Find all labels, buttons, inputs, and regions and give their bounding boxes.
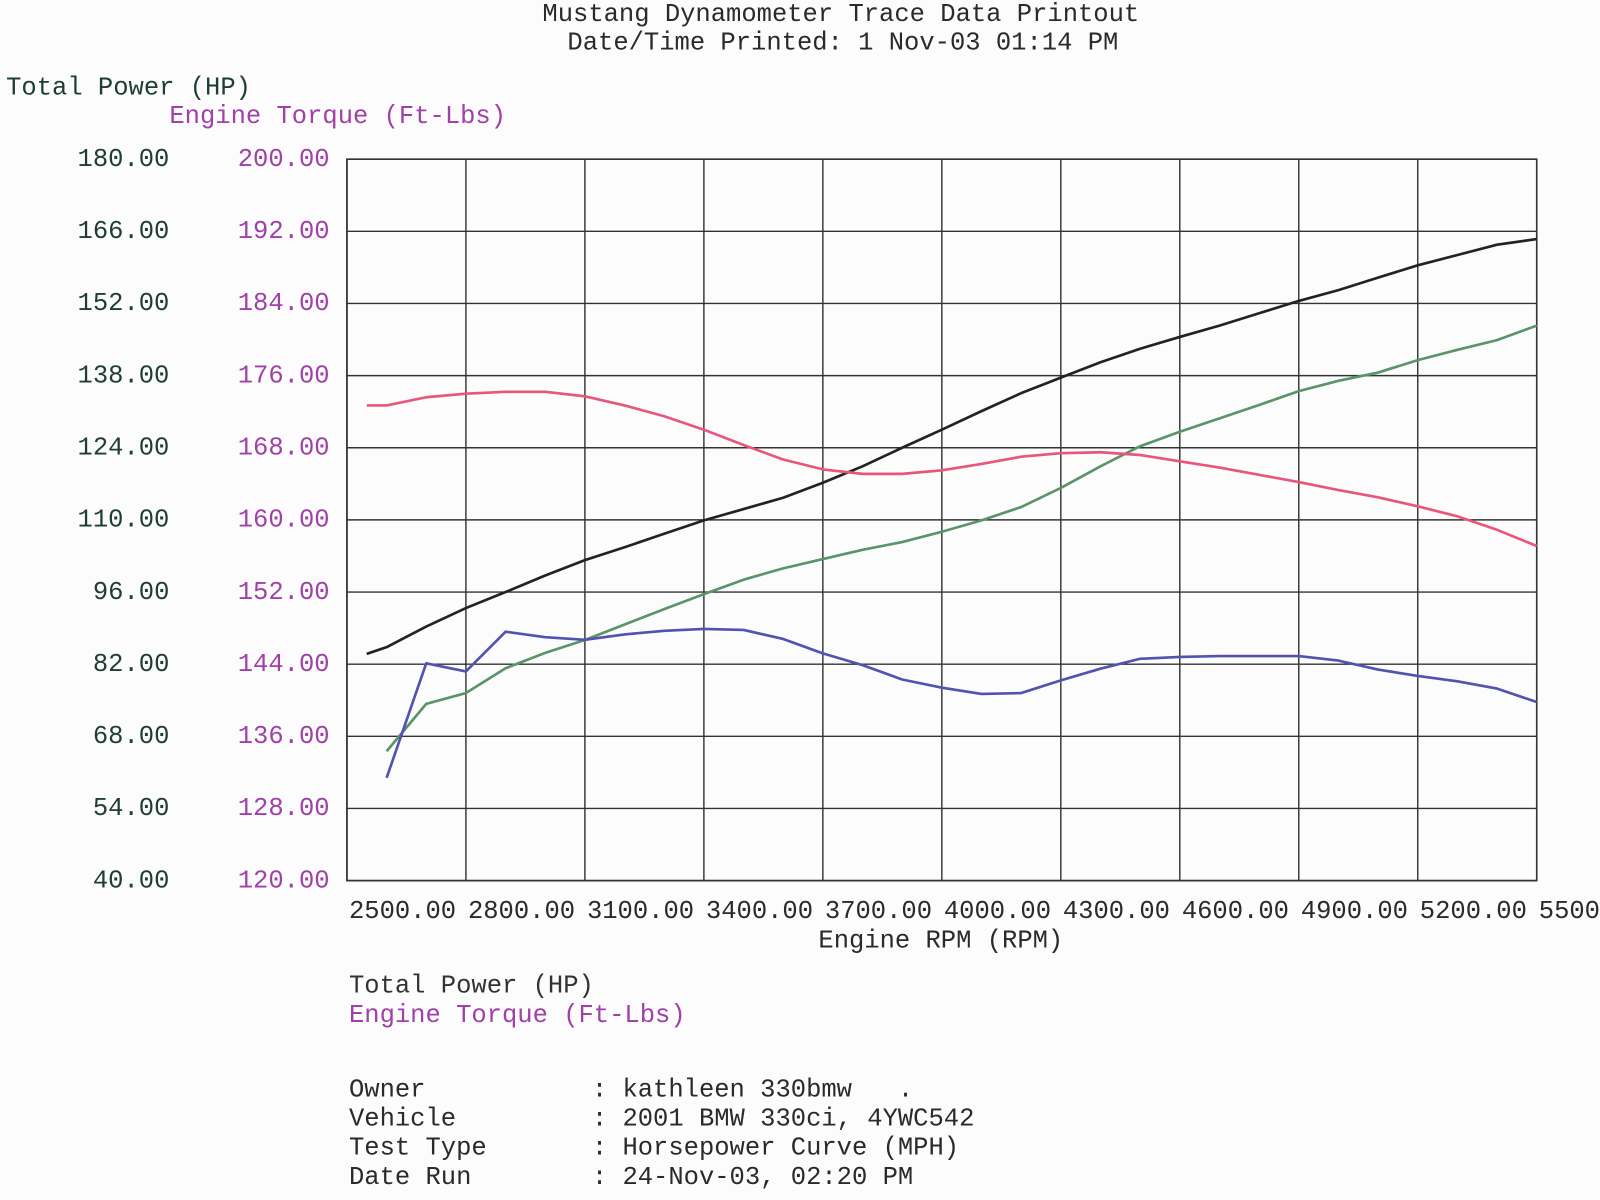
legend: Total Power (HP)Engine Torque (Ft-Lbs) xyxy=(349,971,686,1030)
y2-tick-label: 152.00 xyxy=(238,578,330,607)
info-value: kathleen 330bmw . xyxy=(622,1076,913,1105)
x-tick-label: 4900.00 xyxy=(1301,897,1408,926)
info-label: Owner xyxy=(349,1076,426,1105)
x-tick-label: 3700.00 xyxy=(825,897,932,926)
info-table: Owner: kathleen 330bmw . Vehicle:2001 BMW … xyxy=(349,1076,974,1192)
x-tick-label: 4600.00 xyxy=(1182,897,1289,926)
y-tick-label: 138.00 xyxy=(78,361,170,390)
y-tick-label: 54.00 xyxy=(93,794,170,823)
y-tick-label: 180.00 xyxy=(78,145,170,174)
y2-tick-label: 192.00 xyxy=(238,217,330,246)
info-label: Test Type xyxy=(349,1134,487,1163)
chart-subtitle: Date/Time Printed: 1 Nov-03 01:14 PM xyxy=(567,29,1118,58)
info-colon: : xyxy=(592,1163,607,1192)
info-value: Horsepower Curve (MPH) xyxy=(622,1134,959,1163)
y2-tick-label: 136.00 xyxy=(238,722,330,751)
x-tick-label: 2500.00 xyxy=(349,897,456,926)
info-colon: : xyxy=(592,1134,607,1163)
y-tick-label: 68.00 xyxy=(93,722,170,751)
y2-tick-label: 144.00 xyxy=(238,650,330,679)
y2-tick-label: 168.00 xyxy=(238,433,330,462)
x-tick-label: 5200.00 xyxy=(1420,897,1527,926)
legend-entry: Engine Torque (Ft-Lbs) xyxy=(349,1001,686,1030)
y-tick-label: 124.00 xyxy=(78,433,170,462)
y2-tick-label: 176.00 xyxy=(238,361,330,390)
x-tick-label: 4300.00 xyxy=(1063,897,1170,926)
info-value: 2001 BMW 330ci, 4YWC542 xyxy=(622,1105,974,1134)
y-tick-label: 166.00 xyxy=(78,217,170,246)
y-tick-label: 82.00 xyxy=(93,650,170,679)
series-line xyxy=(385,627,1538,779)
series-line xyxy=(366,390,1538,548)
chart-title: Mustang Dynamometer Trace Data Printout xyxy=(542,0,1139,29)
series-line xyxy=(385,324,1538,753)
x-tick-label: 3400.00 xyxy=(706,897,813,926)
info-colon: : xyxy=(592,1076,607,1105)
y-tick-label: 152.00 xyxy=(78,289,170,318)
x-axis-label: Engine RPM (RPM) xyxy=(818,927,1063,956)
series-line xyxy=(366,237,1537,656)
plot: 2500.00 2800.00 3100.00 3400.00 3700.00 4000.… xyxy=(78,145,1600,926)
y2-axis-label: Engine Torque (Ft-Lbs) xyxy=(169,102,506,131)
info-colon: : xyxy=(592,1105,607,1134)
info-label: Vehicle xyxy=(349,1105,456,1134)
y-tick-label: 40.00 xyxy=(93,866,170,895)
y-axis-label: Total Power (HP) xyxy=(6,73,251,102)
info-value: 24-Nov-03, 02:20 PM xyxy=(622,1163,913,1192)
info-label: Date Run xyxy=(349,1163,471,1192)
x-tick-label: 5500 xyxy=(1539,897,1600,926)
y2-tick-label: 120.00 xyxy=(238,866,330,895)
x-tick-label: 3100.00 xyxy=(587,897,694,926)
legend-entry: Total Power (HP) xyxy=(349,971,594,1000)
y-tick-label: 96.00 xyxy=(93,578,170,607)
y2-tick-label: 128.00 xyxy=(238,794,330,823)
y2-tick-label: 160.00 xyxy=(238,506,330,535)
x-tick-label: 4000.00 xyxy=(944,897,1051,926)
y2-tick-label: 184.00 xyxy=(238,289,330,318)
y-tick-label: 110.00 xyxy=(78,506,170,535)
x-tick-label: 2800.00 xyxy=(468,897,575,926)
y2-tick-label: 200.00 xyxy=(238,145,330,174)
